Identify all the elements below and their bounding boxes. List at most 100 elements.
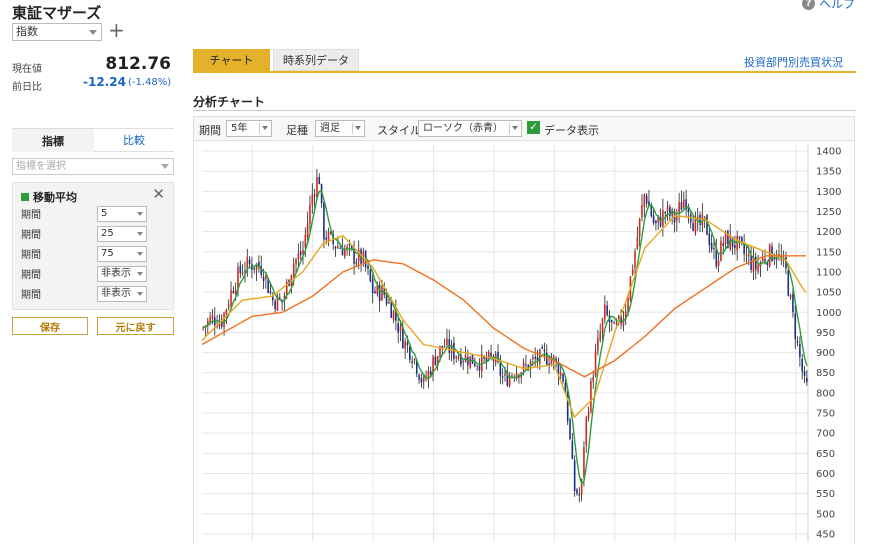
candle-body xyxy=(278,297,281,300)
candle-body xyxy=(539,349,541,364)
tab-compare[interactable]: 比較 xyxy=(94,128,174,152)
candle-body xyxy=(234,290,237,294)
candle-body xyxy=(244,271,246,273)
candle-body xyxy=(346,246,348,249)
candle-body xyxy=(757,265,759,272)
candle-body xyxy=(617,315,620,323)
candle-body xyxy=(376,284,379,294)
chevron-down-icon xyxy=(137,271,143,276)
chevron-down-icon xyxy=(137,211,143,216)
candle-body xyxy=(304,234,307,248)
ma-row: 期間 非表示 xyxy=(21,265,169,282)
candle-body xyxy=(747,254,750,257)
candle-body xyxy=(439,346,441,357)
candle-body xyxy=(720,240,722,261)
data-display-checkbox[interactable]: ✓ xyxy=(527,121,540,134)
candle-body xyxy=(202,327,204,329)
candle-body xyxy=(666,205,669,212)
candle-body xyxy=(545,352,548,366)
candle-body xyxy=(624,311,627,320)
candle-body xyxy=(299,251,302,256)
ma-period-select[interactable]: 非表示 xyxy=(97,265,147,282)
candle-body xyxy=(292,263,295,276)
ma-period-select[interactable]: 非表示 xyxy=(97,285,147,302)
candle-body xyxy=(754,256,757,270)
candle-body xyxy=(555,358,557,362)
candle-body xyxy=(274,301,276,310)
candle-body xyxy=(761,257,764,262)
indicator-select[interactable]: 指標を選択 xyxy=(12,158,174,175)
ma5-line xyxy=(202,190,808,486)
price-value: 812.76 xyxy=(105,54,171,74)
green-square-icon xyxy=(21,193,29,201)
ma-row: 期間 25 xyxy=(21,225,169,242)
candle-body xyxy=(427,370,430,380)
bar-type-select[interactable]: 週足 xyxy=(315,120,365,137)
candle-body xyxy=(378,285,381,301)
y-tick-label: 1000 xyxy=(816,308,841,319)
index-type-select[interactable]: 指数 xyxy=(12,23,102,41)
save-button[interactable]: 保存 xyxy=(12,317,88,335)
candle-body xyxy=(729,234,732,250)
candle-body xyxy=(443,346,446,348)
candle-body xyxy=(792,294,794,312)
tab-time-series[interactable]: 時系列データ xyxy=(273,49,359,71)
candlestick-chart[interactable]: 450 500 550 600 650 700 750 800 850 900 950 1000 105… xyxy=(194,142,854,544)
candle-body xyxy=(724,231,727,245)
y-tick-label: 550 xyxy=(816,489,835,500)
candle-body xyxy=(650,205,653,217)
ma-period-label: 期間 xyxy=(21,270,41,281)
candle-body xyxy=(564,382,567,394)
candle-body xyxy=(587,412,590,419)
candle-body xyxy=(734,245,736,249)
candle-body xyxy=(534,356,536,359)
candle-body xyxy=(369,269,372,281)
candle-body xyxy=(381,285,383,301)
period-select[interactable]: 5年 xyxy=(226,120,272,137)
ma-period-select[interactable]: 75 xyxy=(97,245,147,262)
candle-body xyxy=(469,356,471,368)
help-label: ヘルプ xyxy=(818,0,855,11)
candle-body xyxy=(508,375,511,386)
candle-body xyxy=(357,249,360,262)
candle-body xyxy=(597,338,599,351)
investor-trading-link[interactable]: 投資部門別売買状況 xyxy=(744,56,843,69)
style-select[interactable]: ローソク（赤青） xyxy=(418,120,522,137)
candle-body xyxy=(573,460,576,492)
y-tick-label: 750 xyxy=(816,409,835,420)
close-icon[interactable]: ✕ xyxy=(152,185,165,203)
y-tick-label: 900 xyxy=(816,348,835,359)
candle-body xyxy=(355,261,358,265)
tab-indicator[interactable]: 指標 xyxy=(12,128,94,152)
chevron-down-icon xyxy=(355,126,361,130)
reset-button[interactable]: 元に戻す xyxy=(97,317,174,335)
chevron-down-icon xyxy=(89,30,97,35)
candle-body xyxy=(785,257,787,269)
candle-body xyxy=(643,194,646,207)
candle-body xyxy=(803,371,806,376)
candle-body xyxy=(583,447,585,478)
candle-body xyxy=(450,344,453,354)
candle-body xyxy=(645,195,648,204)
ma-period-select[interactable]: 5 xyxy=(97,205,147,222)
candle-body xyxy=(232,291,235,294)
divider xyxy=(352,123,353,134)
data-display-label: データ表示 xyxy=(544,124,599,137)
y-tick-label: 700 xyxy=(816,429,835,440)
ma-period-select[interactable]: 25 xyxy=(97,225,147,242)
moving-average-label: 移動平均 xyxy=(33,191,77,204)
y-tick-label: 1300 xyxy=(816,187,841,198)
candle-body xyxy=(676,215,678,221)
add-icon[interactable]: + xyxy=(108,18,125,42)
candle-body xyxy=(566,391,569,422)
candle-body xyxy=(462,361,465,363)
candle-body xyxy=(764,259,766,262)
tab-chart[interactable]: チャート xyxy=(193,49,270,71)
y-tick-label: 600 xyxy=(816,469,835,480)
candle-body xyxy=(337,246,339,249)
help-link[interactable]: ? ヘルプ xyxy=(801,0,855,12)
candle-body xyxy=(745,254,748,256)
candle-body xyxy=(627,297,629,313)
chart-toolbar: 期間 5年 足種 週足 スタイル ローソク（赤青） ✓ データ表示 xyxy=(194,117,854,141)
candle-body xyxy=(230,289,232,305)
